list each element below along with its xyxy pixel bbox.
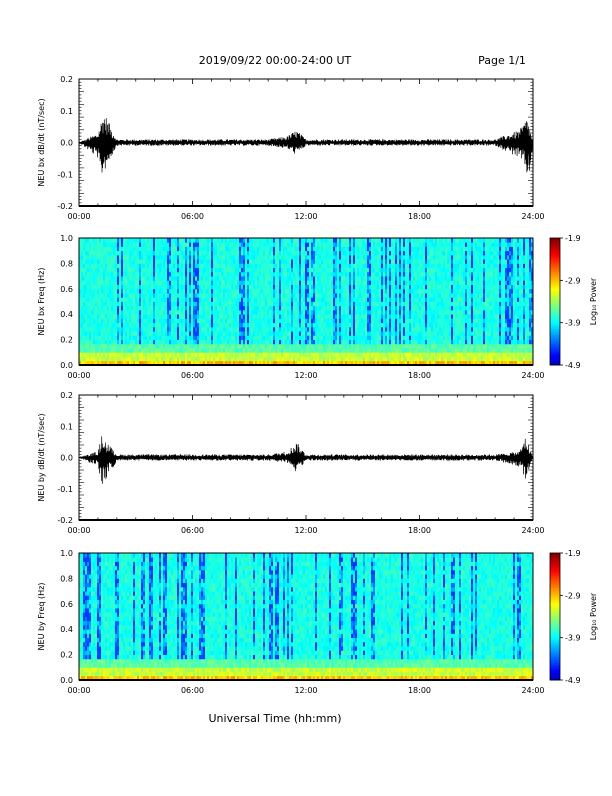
panel-1: 1.0 0.8 0.6 0.4 0.2 0.000:00 06:00 12:00 18:00 24… (37, 234, 598, 380)
x-tick-label: 00:00 (67, 371, 90, 380)
y-tick-label: 0.0 (60, 139, 73, 148)
x-axis-title: Universal Time (hh:mm) (209, 712, 342, 725)
y-tick-label: 0.4 (60, 310, 73, 319)
spectrogram (79, 238, 533, 365)
x-tick-label: 06:00 (181, 212, 204, 221)
y-axis-label: NEU bx dB/dt (nT/sec) (37, 98, 46, 186)
x-tick-label: 12:00 (294, 371, 317, 380)
y-tick-label: 0.6 (60, 285, 73, 294)
y-tick-label: -0.1 (57, 170, 73, 179)
y-tick-label: 1.0 (60, 234, 73, 243)
x-tick-label: 18:00 (408, 371, 431, 380)
y-axis-label: NEU bx Freq (Hz) (37, 268, 46, 336)
x-tick-label: 24:00 (521, 371, 544, 380)
page-title: 2019/09/22 00:00-24:00 UT (199, 54, 352, 67)
y-tick-label: 0.2 (60, 75, 73, 84)
x-tick-label: 00:00 (67, 212, 90, 221)
y-tick-label: 0.0 (60, 361, 73, 370)
panel-0: 0.2 0.1 0.0 -0.1 -0.200:00 06:00 12:00 18:00 24:… (37, 75, 545, 221)
y-tick-label: 0.1 (60, 107, 73, 116)
y-tick-label: 0.8 (60, 259, 73, 268)
series-line (79, 118, 533, 172)
y-tick-label: 0.2 (60, 336, 73, 345)
x-tick-label: 12:00 (294, 212, 317, 221)
x-tick-label: 06:00 (181, 371, 204, 380)
x-tick-label: 18:00 (408, 212, 431, 221)
x-tick-label: 24:00 (521, 212, 544, 221)
page-number: Page 1/1 (478, 54, 526, 67)
y-tick-label: -0.2 (57, 202, 73, 211)
